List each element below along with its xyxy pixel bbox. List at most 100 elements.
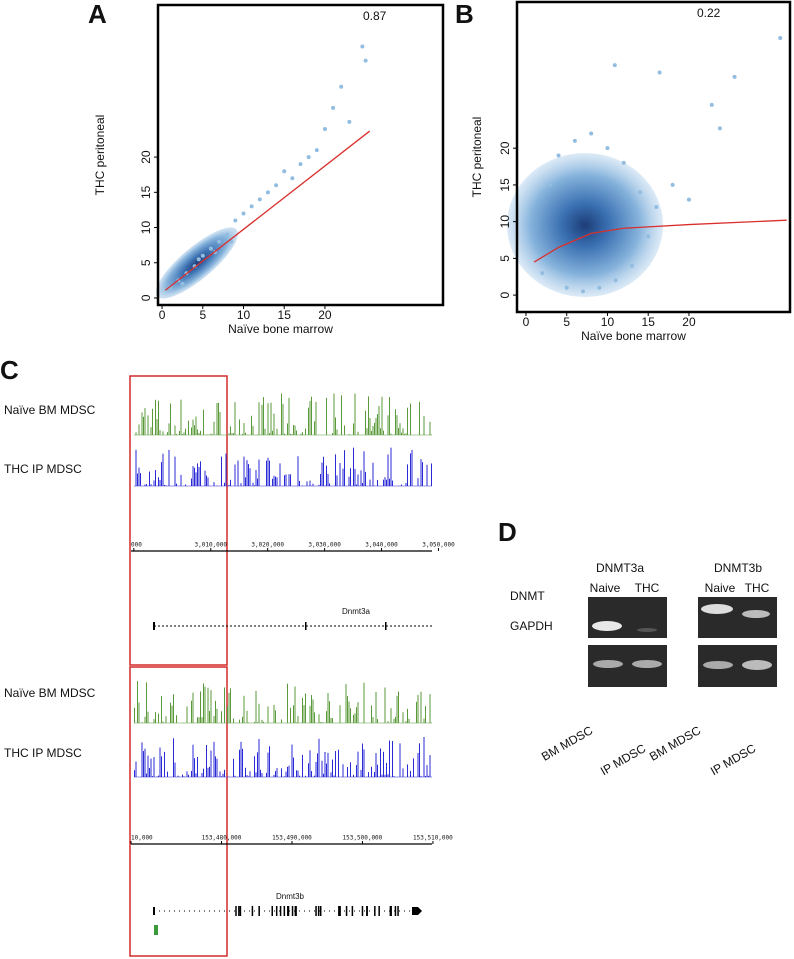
exon	[153, 907, 155, 915]
x-tick-label: 10	[601, 315, 615, 329]
coverage-bar	[377, 719, 378, 723]
point	[638, 190, 643, 195]
point	[200, 253, 205, 258]
coverage-bar	[371, 766, 372, 777]
coverage-bar	[311, 771, 312, 777]
coverage-bar	[180, 474, 182, 486]
highlight-box	[129, 666, 228, 957]
coverage-bar	[209, 766, 210, 777]
coverage-bar	[365, 410, 366, 435]
coverage-bar	[254, 756, 255, 777]
coverage-bar	[261, 719, 263, 723]
coverage-bar	[347, 767, 348, 777]
band	[593, 660, 623, 668]
coverage-bar	[393, 776, 395, 777]
track-label: THC IP MDSC	[4, 746, 82, 760]
coverage-bar	[183, 776, 185, 777]
coverage-bar	[234, 775, 236, 777]
coverage-bar	[372, 425, 374, 435]
coverage-bar	[159, 747, 161, 777]
coverage-bar	[200, 691, 201, 723]
coverage-bar	[140, 473, 141, 486]
y-tick-label: 0	[139, 294, 153, 301]
ruler-label: 3,020,000	[251, 542, 284, 549]
coverage-bar	[363, 451, 365, 486]
coverage-bar	[420, 459, 422, 486]
coverage-bar	[225, 453, 227, 486]
coverage-bar	[419, 743, 420, 777]
coverage-bar	[327, 473, 329, 486]
coverage-bar	[369, 418, 371, 435]
coverage-bar	[296, 722, 297, 723]
coverage-bar	[357, 474, 359, 486]
coverage-bar	[357, 431, 359, 435]
coverage-bar	[417, 694, 419, 723]
exon	[279, 906, 282, 916]
point	[229, 239, 234, 244]
track-label: THC IP MDSC	[4, 462, 82, 476]
point	[225, 232, 230, 237]
coverage-bar	[203, 683, 204, 723]
coverage-bar	[135, 432, 137, 435]
coverage-bar	[201, 717, 203, 723]
coverage-bar	[357, 702, 359, 723]
coverage-bar	[302, 754, 303, 777]
coverage-bar	[257, 722, 258, 723]
coverage-bar	[384, 477, 386, 486]
coverage-bar	[390, 433, 392, 435]
coverage-bar	[221, 456, 222, 486]
coverage-bar	[186, 706, 188, 723]
exon	[239, 906, 242, 916]
band	[637, 628, 657, 632]
x-tick-label: 10	[237, 308, 251, 322]
coverage-bar	[395, 716, 396, 723]
coverage-bar	[153, 757, 155, 777]
coverage-bar	[330, 717, 332, 723]
point	[180, 281, 185, 286]
y-tick-label: 20	[139, 150, 153, 164]
coverage-bar	[165, 485, 167, 486]
coverage-bar	[332, 718, 333, 723]
coverage-bar	[326, 397, 327, 435]
coverage-bar	[326, 711, 327, 723]
correlation-label: 0.87	[363, 9, 387, 23]
point	[257, 197, 262, 202]
coverage-bar	[423, 415, 425, 435]
coverage-bar	[348, 434, 350, 435]
gene-label: DNMT3b	[714, 561, 762, 575]
coverage-bar	[224, 482, 225, 486]
point	[564, 285, 569, 290]
coverage-bar	[372, 717, 374, 723]
coverage-bar	[152, 408, 153, 435]
coverage-bar	[360, 769, 362, 777]
x-axis-label: Naïve bone marrow	[228, 322, 333, 336]
coverage-bar	[383, 751, 384, 777]
coverage-bar	[320, 474, 321, 486]
coverage-bar	[387, 415, 389, 435]
point	[556, 153, 561, 158]
coverage-bar	[324, 751, 326, 777]
coverage-bar	[219, 411, 221, 435]
panel-label: A	[88, 0, 107, 29]
highlight-box	[129, 375, 228, 666]
coverage-bar	[147, 755, 149, 777]
coverage-bar	[233, 718, 234, 723]
coverage-bar	[404, 433, 405, 435]
coverage-bar	[305, 428, 306, 435]
coverage-bar	[303, 705, 305, 723]
coverage-bar	[273, 704, 275, 723]
coverage-bar	[377, 414, 378, 435]
x-tick-label: 0	[523, 315, 530, 329]
point	[347, 119, 352, 124]
coverage-bar	[350, 468, 351, 486]
coverage-bar	[141, 412, 143, 435]
coverage-bar	[158, 775, 159, 777]
coverage-bar	[176, 715, 177, 723]
coverage-bar	[251, 415, 252, 435]
coverage-bar	[341, 395, 342, 435]
band	[703, 661, 733, 669]
coverage-bar	[413, 758, 414, 777]
exon	[394, 906, 397, 916]
point	[241, 211, 246, 216]
coverage-bar	[336, 475, 338, 486]
